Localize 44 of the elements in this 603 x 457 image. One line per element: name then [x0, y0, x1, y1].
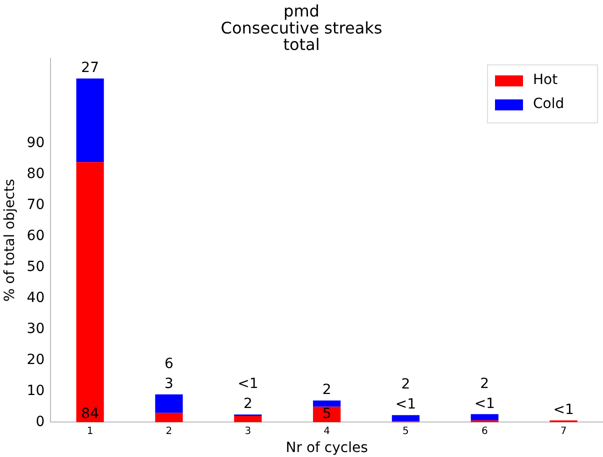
- data-label: <1: [553, 402, 574, 418]
- data-label: 84: [81, 406, 100, 422]
- y-tick-label: 40: [26, 290, 45, 306]
- bar: [155, 412, 183, 422]
- data-label: <1: [474, 396, 495, 412]
- x-tick-label: 4: [324, 426, 330, 437]
- x-tick-label: 2: [166, 426, 172, 437]
- x-tick-label: 1: [86, 426, 94, 437]
- y-tick-label: 30: [26, 320, 45, 337]
- chart-title: pmd Consecutive streaks total: [220, 2, 382, 54]
- y-tick-label: 80: [26, 166, 45, 182]
- bar: [76, 78, 104, 162]
- data-label: 2: [480, 376, 490, 392]
- y-tick-label: 90: [26, 135, 45, 152]
- y-axis-title: % of total objects: [2, 178, 18, 302]
- y-tick-label: 50: [26, 259, 45, 276]
- y-tick-label: 10: [26, 382, 45, 399]
- data-label: 6: [164, 356, 174, 372]
- data-label: 3: [164, 376, 174, 392]
- data-label: 2: [401, 376, 410, 393]
- y-tick-label: 70: [26, 197, 45, 214]
- bar: [234, 416, 262, 422]
- x-tick-label: 3: [244, 426, 252, 437]
- data-label: 27: [81, 60, 99, 76]
- x-tick-label: 5: [402, 426, 409, 437]
- y-tick-label: 20: [26, 352, 45, 368]
- y-tick-label: 60: [26, 228, 45, 244]
- legend-label: Hot: [533, 72, 558, 88]
- bar: [470, 414, 498, 420]
- legend-label: Cold: [533, 96, 564, 112]
- data-label: 2: [243, 396, 252, 412]
- data-label: <1: [238, 376, 258, 392]
- bar: [313, 400, 341, 407]
- bar: [155, 394, 183, 413]
- bar: [76, 162, 104, 422]
- bar: [313, 406, 341, 422]
- data-label: 5: [322, 406, 332, 422]
- x-tick-label: 7: [560, 426, 567, 437]
- data-label: <1: [395, 396, 416, 413]
- x-axis-title: Nr of cycles: [286, 440, 368, 456]
- x-tick-label: 6: [481, 426, 488, 437]
- y-tick-label: 0: [36, 414, 45, 430]
- bar: [392, 415, 420, 422]
- data-label: 2: [322, 382, 332, 398]
